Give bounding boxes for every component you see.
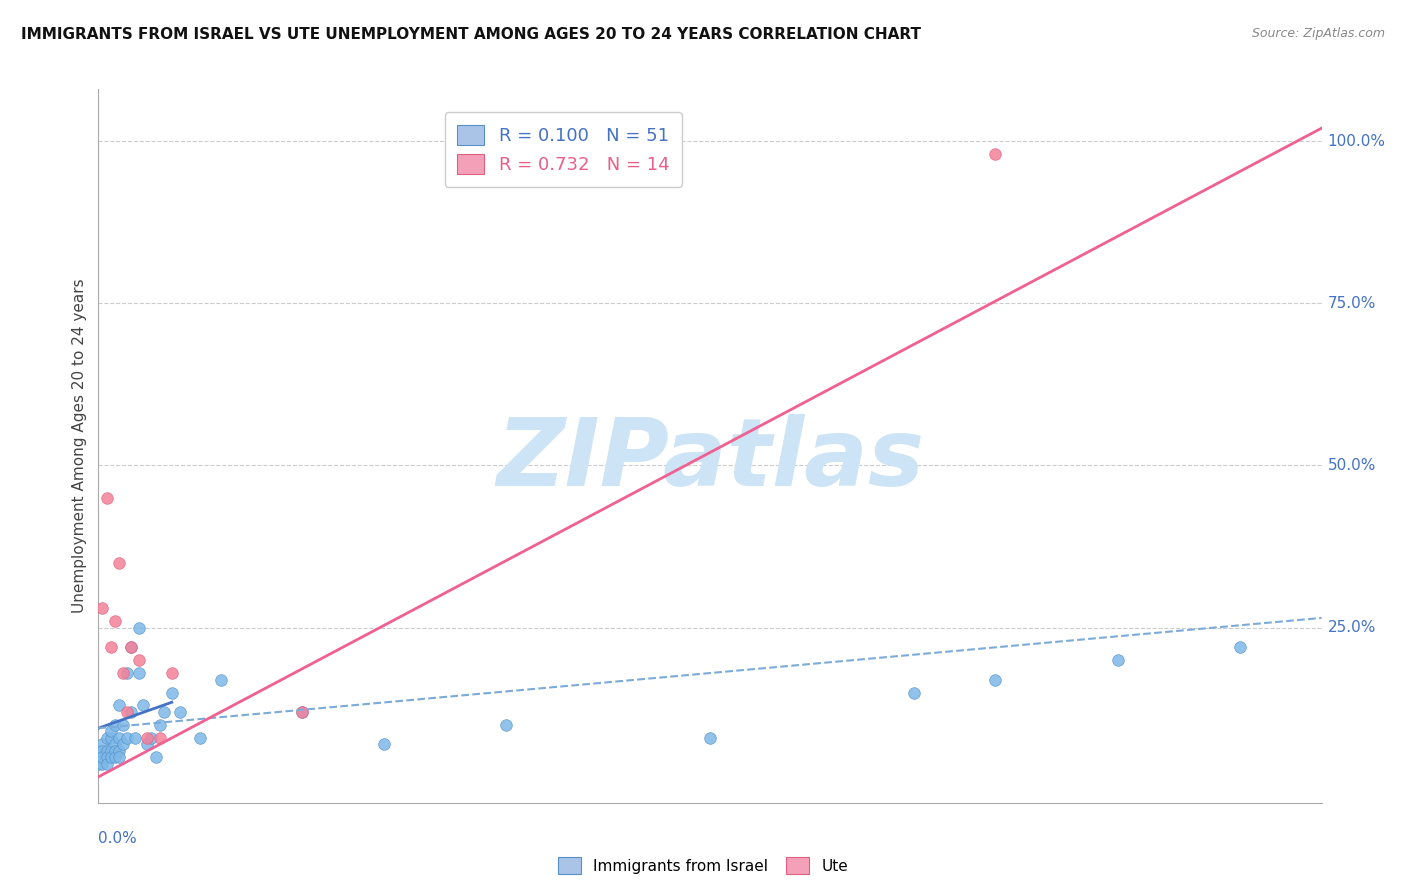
Legend: R = 0.100   N = 51, R = 0.732   N = 14: R = 0.100 N = 51, R = 0.732 N = 14 [444, 112, 682, 186]
Legend: Immigrants from Israel, Ute: Immigrants from Israel, Ute [551, 851, 855, 880]
Point [149, 718, 172, 732]
Point [115, 731, 138, 745]
Point [188, 731, 212, 745]
Text: 0.0%: 0.0% [98, 831, 138, 847]
Point [984, 673, 1007, 687]
Point [108, 556, 131, 570]
Point [91, 744, 114, 758]
Point [96, 491, 118, 505]
Point [128, 621, 150, 635]
Point [96, 750, 118, 764]
Point [984, 147, 1007, 161]
Text: IMMIGRANTS FROM ISRAEL VS UTE UNEMPLOYMENT AMONG AGES 20 TO 24 YEARS CORRELATION: IMMIGRANTS FROM ISRAEL VS UTE UNEMPLOYME… [21, 27, 921, 42]
Point [128, 653, 150, 667]
Point [111, 738, 134, 752]
Text: 75.0%: 75.0% [1327, 296, 1376, 310]
Point [373, 738, 395, 752]
Point [100, 724, 122, 739]
Point [120, 640, 142, 654]
Point [291, 705, 314, 719]
Point [1107, 653, 1129, 667]
Point [91, 738, 114, 752]
Point [160, 685, 183, 699]
Point [100, 731, 122, 745]
Point [87, 756, 110, 771]
Point [104, 614, 127, 628]
Point [87, 744, 110, 758]
Point [136, 738, 159, 752]
Point [91, 756, 114, 771]
Point [104, 718, 127, 732]
Point [100, 750, 122, 764]
Point [124, 731, 146, 745]
Point [108, 744, 131, 758]
Point [111, 666, 134, 681]
Point [291, 705, 314, 719]
Point [100, 640, 122, 654]
Point [96, 731, 118, 745]
Point [104, 750, 127, 764]
Point [120, 705, 142, 719]
Point [903, 685, 925, 699]
Point [111, 718, 134, 732]
Text: 25.0%: 25.0% [1327, 620, 1376, 635]
Point [104, 738, 127, 752]
Point [91, 750, 114, 764]
Point [495, 718, 517, 732]
Point [141, 731, 163, 745]
Text: Source: ZipAtlas.com: Source: ZipAtlas.com [1251, 27, 1385, 40]
Point [120, 640, 142, 654]
Point [108, 698, 131, 713]
Point [145, 750, 167, 764]
Y-axis label: Unemployment Among Ages 20 to 24 years: Unemployment Among Ages 20 to 24 years [72, 278, 87, 614]
Point [699, 731, 721, 745]
Point [100, 744, 122, 758]
Point [209, 673, 232, 687]
Point [87, 750, 110, 764]
Point [169, 705, 191, 719]
Point [128, 666, 150, 681]
Point [96, 756, 118, 771]
Point [152, 705, 174, 719]
Point [136, 731, 159, 745]
Point [149, 731, 172, 745]
Text: 50.0%: 50.0% [1327, 458, 1376, 473]
Point [115, 666, 138, 681]
Text: 100.0%: 100.0% [1327, 134, 1386, 149]
Point [108, 731, 131, 745]
Point [96, 744, 118, 758]
Point [115, 705, 138, 719]
Text: ZIPatlas: ZIPatlas [496, 414, 924, 507]
Point [108, 750, 131, 764]
Point [91, 750, 114, 764]
Point [91, 601, 114, 615]
Point [160, 666, 183, 681]
Point [132, 698, 155, 713]
Point [1229, 640, 1251, 654]
Point [104, 744, 127, 758]
